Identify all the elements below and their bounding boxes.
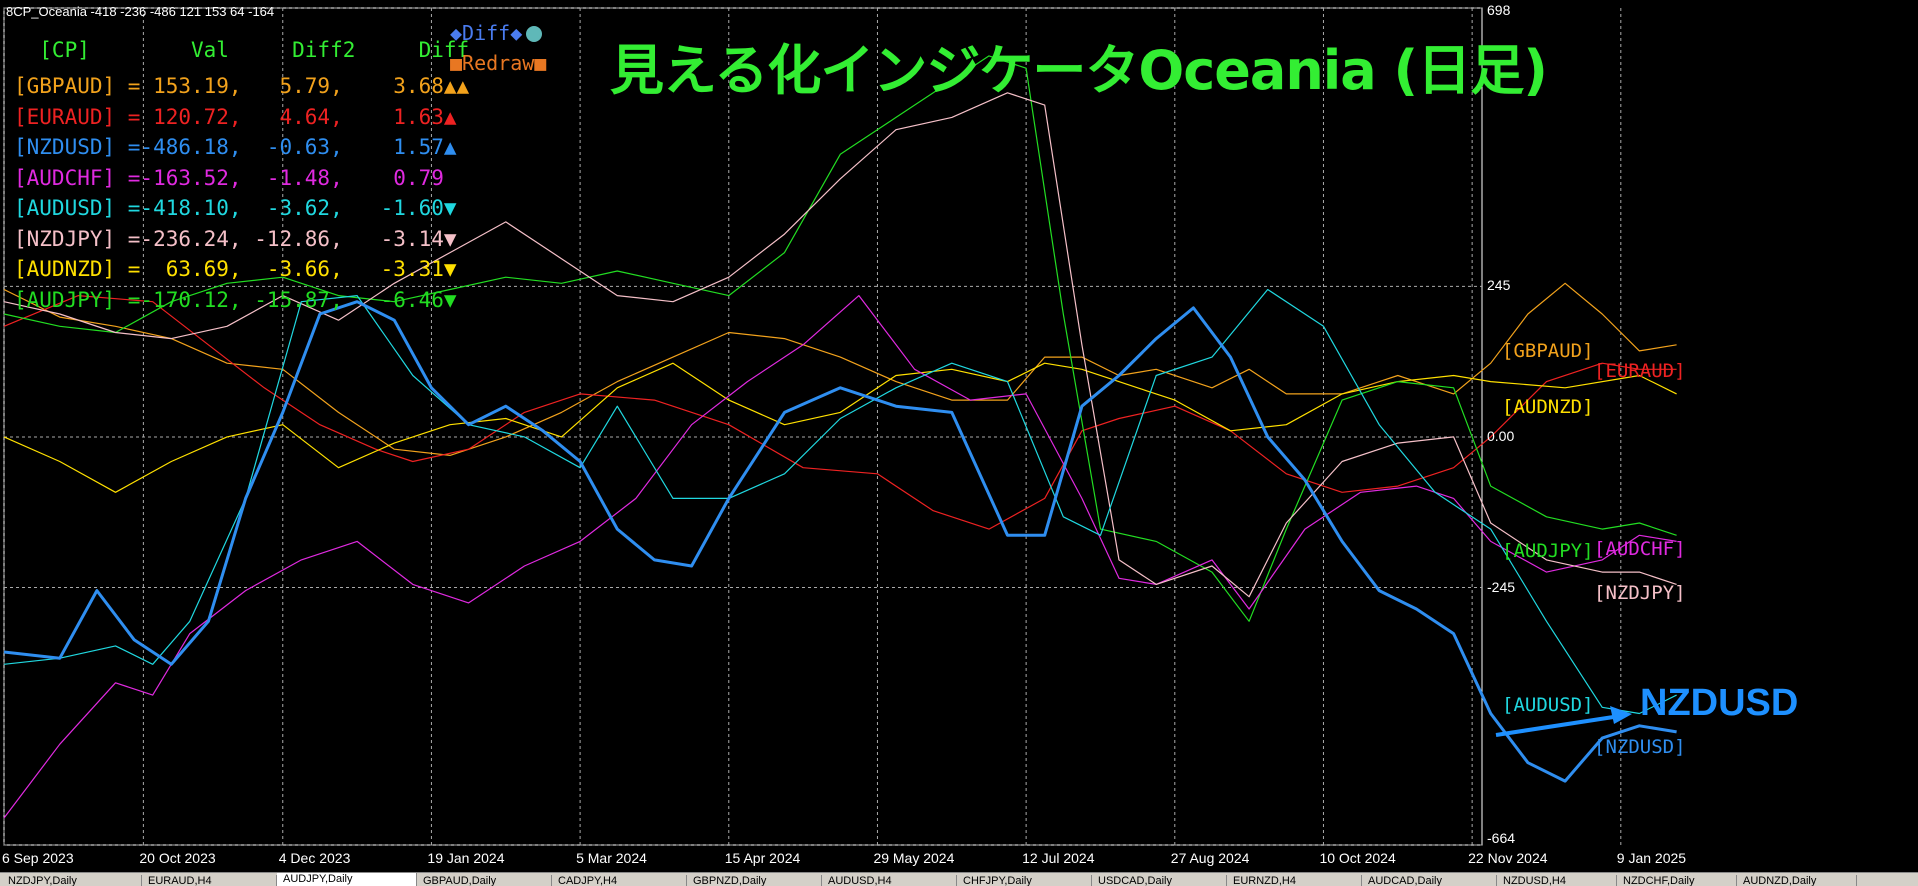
row-text: [NZDUSD] =-486.18, -0.63, 1.57 bbox=[14, 135, 444, 159]
table-row: [NZDUSD] =-486.18, -0.63, 1.57▲ bbox=[14, 135, 457, 159]
y-tick-label: 0.00 bbox=[1487, 427, 1515, 444]
up-triangle-icon: ▲ bbox=[443, 104, 457, 129]
up-triangle-icon: ▲ bbox=[443, 135, 457, 159]
end-label: [AUDJPY] bbox=[1502, 540, 1594, 562]
series-line-audnzd bbox=[3, 362, 1677, 493]
table-row: [AUDNZD] = 63.69, -3.66, -3.31▼ bbox=[14, 257, 457, 281]
tab-nzdjpy-daily[interactable]: NZDJPY,Daily bbox=[2, 875, 142, 886]
chart-tab-bar: NZDJPY,Daily EURAUD,H4 AUDJPY,Daily GBPAUD,… bbox=[0, 872, 1918, 886]
table-row: [GBPAUD] = 153.19, 5.79, 3.68▲▲ bbox=[14, 74, 469, 98]
x-tick-label: 19 Jan 2024 bbox=[427, 850, 505, 866]
diff-legend[interactable]: ◆Diff◆ bbox=[450, 21, 523, 45]
series-line-nzdusd bbox=[3, 300, 1677, 783]
x-tick-label: 12 Jul 2024 bbox=[1022, 850, 1095, 866]
row-text: [AUDCHF] =-163.52, -1.48, 0.79 bbox=[14, 165, 444, 190]
x-tick-label: 6 Sep 2023 bbox=[2, 850, 74, 866]
tab-euraud-h4[interactable]: EURAUD,H4 bbox=[142, 875, 277, 886]
row-text: [NZDJPY] =-236.24, -12.86, -3.14 bbox=[14, 226, 444, 251]
end-label: [AUDCHF] bbox=[1594, 538, 1686, 560]
series-line-audusd bbox=[3, 288, 1677, 715]
y-tick-label: -245 bbox=[1487, 578, 1516, 595]
tab-eurnzd-h4[interactable]: EURNZD,H4 bbox=[1227, 875, 1362, 886]
down-triangle-icon: ▼ bbox=[443, 287, 457, 312]
y-tick-label: 245 bbox=[1487, 277, 1511, 294]
tab-chfjpy-daily[interactable]: CHFJPY,Daily bbox=[957, 875, 1092, 886]
tab-cadjpy-h4[interactable]: CADJPY,H4 bbox=[552, 875, 687, 886]
x-tick-label: 4 Dec 2023 bbox=[278, 850, 351, 866]
tab-nzdusd-h4[interactable]: NZDUSD,H4 bbox=[1497, 875, 1617, 886]
table-row: [EURAUD] = 120.72, 4.64, 1.63▲ bbox=[14, 105, 457, 129]
row-text: [EURAUD] = 120.72, 4.64, 1.63 bbox=[14, 104, 444, 129]
end-label: [NZDJPY] bbox=[1594, 582, 1686, 604]
series-line-audjpy bbox=[3, 55, 1677, 622]
indicator-name: 8CP_Oceania -418 -236 -486 121 153 64 -1… bbox=[6, 4, 275, 19]
row-text: [GBPAUD] = 153.19, 5.79, 3.68 bbox=[14, 74, 444, 98]
series-line-gbpaud bbox=[3, 282, 1677, 456]
table-header: [CP] Val Diff2 Diff bbox=[14, 38, 470, 62]
down-triangle-icon: ▼ bbox=[443, 226, 457, 251]
series-line-audchf bbox=[3, 295, 1677, 819]
down-triangle-icon: ▼ bbox=[443, 196, 457, 220]
x-tick-label: 29 May 2024 bbox=[873, 850, 955, 866]
table-row: [AUDCHF] =-163.52, -1.48, 0.79 bbox=[14, 166, 444, 190]
redraw-legend[interactable]: ■Redraw■ bbox=[450, 51, 547, 75]
row-text: [AUDNZD] = 63.69, -3.66, -3.31 bbox=[14, 257, 444, 281]
end-label: [NZDUSD] bbox=[1594, 736, 1686, 758]
x-tick-label: 5 Mar 2024 bbox=[576, 850, 647, 866]
row-text: [AUDUSD] =-418.10, -3.62, -1.60 bbox=[14, 196, 444, 220]
callout-arrow bbox=[1495, 714, 1621, 737]
circle-icon[interactable] bbox=[526, 26, 543, 42]
series-line-nzdjpy bbox=[3, 92, 1677, 598]
table-row: [NZDJPY] =-236.24, -12.86, -3.14▼ bbox=[14, 227, 457, 251]
tab-audcad-daily[interactable]: AUDCAD,Daily bbox=[1362, 875, 1497, 886]
up-triangle-icon: ▲▲ bbox=[443, 74, 470, 98]
x-tick-label: 15 Apr 2024 bbox=[724, 850, 801, 866]
callout-label: NZDUSD bbox=[1640, 682, 1799, 724]
legend: ◆Diff◆ ■Redraw■ bbox=[450, 18, 546, 78]
tab-audjpy-daily[interactable]: AUDJPY,Daily bbox=[277, 873, 417, 886]
tab-usdcad-daily[interactable]: USDCAD,Daily bbox=[1092, 875, 1227, 886]
x-tick-label: 20 Oct 2023 bbox=[139, 850, 216, 866]
x-tick-label: 22 Nov 2024 bbox=[1468, 850, 1548, 866]
chart-title: 見える化インジケータOceania (日足) bbox=[610, 39, 1548, 102]
tab-audnzd-daily[interactable]: AUDNZD,Daily bbox=[1737, 875, 1857, 886]
tab-gbpnzd-daily[interactable]: GBPNZD,Daily bbox=[687, 875, 822, 886]
y-tick-label: 698 bbox=[1487, 2, 1511, 18]
tab-audusd-h4[interactable]: AUDUSD,H4 bbox=[822, 875, 957, 886]
plot-frame bbox=[3, 7, 1483, 846]
table-row: [AUDJPY] =-170.12, -15.87, -6.46▼ bbox=[14, 288, 457, 312]
table-row: [AUDUSD] =-418.10, -3.62, -1.60▼ bbox=[14, 196, 457, 220]
y-tick-label: -664 bbox=[1487, 830, 1516, 846]
end-label: [AUDNZD] bbox=[1502, 396, 1594, 418]
arrowhead-icon bbox=[1610, 706, 1632, 724]
end-label: [GBPAUD] bbox=[1502, 340, 1594, 362]
end-label: [AUDUSD] bbox=[1502, 694, 1594, 716]
tab-nzdchf-daily[interactable]: NZDCHF,Daily bbox=[1617, 875, 1737, 886]
tab-gbpaud-daily[interactable]: GBPAUD,Daily bbox=[417, 875, 552, 886]
row-text: [AUDJPY] =-170.12, -15.87, -6.46 bbox=[14, 287, 444, 312]
x-tick-label: 9 Jan 2025 bbox=[1616, 850, 1687, 866]
series-line-euraud bbox=[3, 295, 1677, 530]
x-tick-label: 27 Aug 2024 bbox=[1170, 850, 1250, 866]
end-label: [EURAUD] bbox=[1594, 360, 1686, 382]
down-triangle-icon: ▼ bbox=[443, 257, 457, 281]
x-tick-label: 10 Oct 2024 bbox=[1319, 850, 1396, 866]
